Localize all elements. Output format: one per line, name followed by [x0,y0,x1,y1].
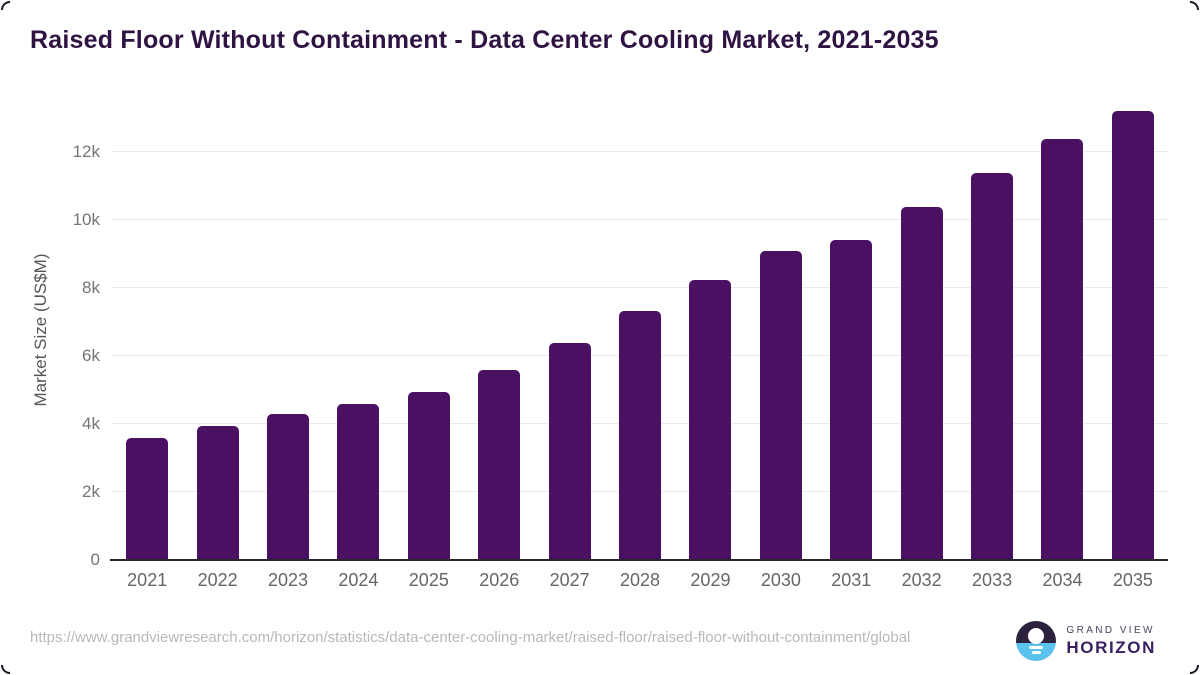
bar-slot-2024 [323,100,393,560]
gridline-12k [112,151,1168,153]
corner-mark-top-left [1,1,10,10]
bar-slot-2021 [112,100,182,560]
corner-mark-bottom-left [1,665,10,674]
bar-slot-2025 [394,100,464,560]
x-tick-label-2031: 2031 [831,570,872,590]
y-tick-label-10k: 10k [72,210,100,229]
bar-2022[interactable] [196,426,239,560]
x-tick-label-2029: 2029 [690,570,731,590]
bar-slot-2030 [746,100,816,560]
x-axis-tick-labels: 2021 2022 2023 2024 2025 2026 2027 2028 2029 2030… [112,570,1168,591]
x-tick-label-2033: 2033 [972,570,1013,590]
bar-slot-2026 [464,100,534,560]
bar-2035[interactable] [1111,110,1154,560]
bar-2028[interactable] [619,311,662,560]
bar-2026[interactable] [478,369,521,560]
x-tick-label-2021: 2021 [127,570,168,590]
gridline-8k [112,287,1168,289]
grand-view-horizon-logo: GRAND VIEW HORIZON [1016,621,1156,661]
y-tick-label-12k: 12k [72,142,100,162]
y-axis-tick-labels: 0 2k 4k 6k 8k 10k 12k [0,100,100,569]
chart-title: Raised Floor Without Containment - Data … [30,26,939,54]
bar-slot-2034 [1027,100,1097,560]
x-tick-label-2026: 2026 [479,570,520,590]
x-tick-label-2024: 2024 [338,570,379,590]
y-tick-label-0: 0 [90,550,100,569]
bar-slot-2032 [886,100,956,560]
x-tick-label-2032: 2032 [901,570,942,590]
y-tick-label-2k: 2k [82,482,100,501]
source-url: https://www.grandviewresearch.com/horizo… [30,629,911,646]
x-tick-label-2035: 2035 [1112,570,1153,590]
bar-2033[interactable] [971,173,1014,560]
x-axis-line [110,559,1168,561]
bar-2025[interactable] [407,392,450,560]
bar-slot-2022 [182,100,252,560]
bar-slot-2035 [1098,100,1168,560]
bar-slot-2031 [816,100,886,560]
bar-2030[interactable] [759,250,802,560]
x-tick-label-2023: 2023 [267,570,309,590]
x-tick-label-2027: 2027 [549,570,590,590]
bar-2032[interactable] [900,207,943,560]
corner-mark-bottom-right [1190,665,1199,674]
bar-2021[interactable] [126,437,169,560]
bar-slot-2029 [675,100,745,560]
logo-text: GRAND VIEW HORIZON [1066,625,1156,658]
logo-brand-name: GRAND VIEW [1066,624,1155,636]
corner-mark-top-right [1190,1,1199,10]
logo-product-name: HORIZON [1066,637,1156,657]
bar-slot-2023 [253,100,323,560]
bar-2023[interactable] [267,414,310,560]
x-tick-label-2030: 2030 [760,570,801,590]
x-tick-label-2028: 2028 [620,570,661,590]
bar-2027[interactable] [548,343,591,560]
bar-slot-2027 [534,100,604,560]
gridline-10k [112,219,1168,221]
x-tick-label-2034: 2034 [1042,570,1083,590]
bar-slot-2028 [605,100,675,560]
horizon-sun-icon [1016,621,1057,661]
bars-row [112,100,1168,560]
x-tick-label-2025: 2025 [408,570,449,590]
y-tick-label-4k: 4k [82,414,100,433]
bar-2024[interactable] [337,403,380,560]
y-tick-label-8k: 8k [82,278,100,297]
bar-2034[interactable] [1041,139,1084,560]
bar-2029[interactable] [689,279,732,560]
x-tick-label-2022: 2022 [197,570,238,590]
y-tick-label-6k: 6k [82,346,100,365]
bar-2031[interactable] [830,240,873,560]
bar-slot-2033 [957,100,1027,560]
plot-area [110,100,1168,561]
